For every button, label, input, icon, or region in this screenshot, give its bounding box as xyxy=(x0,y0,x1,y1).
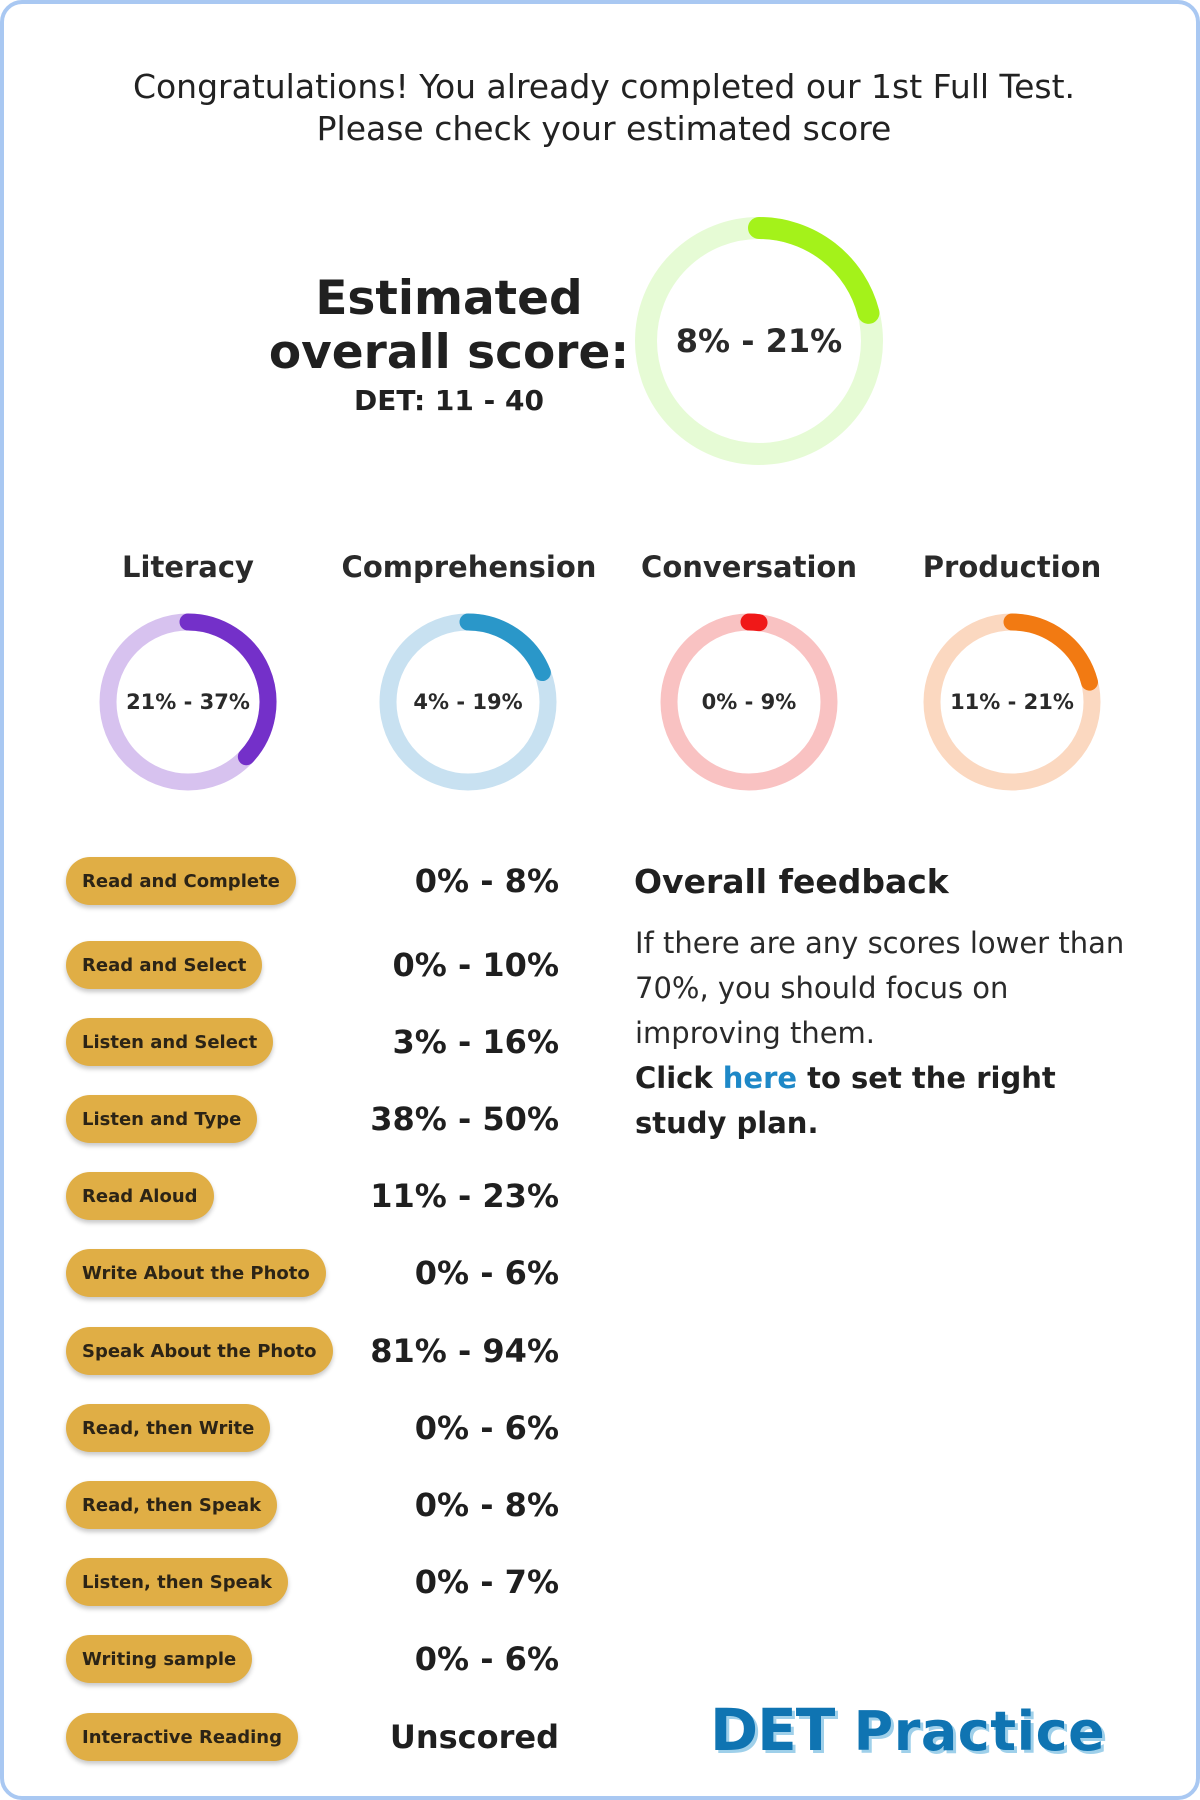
subscore-value: Unscored xyxy=(389,1718,559,1756)
subscore-value: 3% - 16% xyxy=(392,1023,559,1061)
intro-line-2: Please check your estimated score xyxy=(316,109,892,148)
subscore-speak-about-the-photo[interactable]: Speak About the Photo xyxy=(66,1327,333,1375)
det-practice-logo: DET Practice xyxy=(710,1696,1105,1764)
logo-part-det: DET xyxy=(710,1696,835,1764)
subscore-value: 0% - 10% xyxy=(392,946,559,984)
production-ring-arc xyxy=(1003,613,1098,691)
category-title-comprehension: Comprehension xyxy=(341,550,597,584)
cta-prefix: Click xyxy=(635,1061,713,1095)
subscore-write-about-the-photo[interactable]: Write About the Photo xyxy=(66,1249,326,1297)
feedback-cta: Click here to set the right study plan. xyxy=(635,1056,1155,1146)
conversation-score-ring: 0% - 9% xyxy=(660,613,838,791)
conversation-ring-label: 0% - 9% xyxy=(701,690,797,714)
subscore-value: 0% - 8% xyxy=(414,862,559,900)
cta-suffix: to set the right study plan. xyxy=(635,1061,1056,1140)
overall-score-heading: Estimated overall score: DET: 11 - 40 xyxy=(254,271,644,418)
production-score-ring: 11% - 21% xyxy=(923,613,1101,791)
subscore-writing-sample[interactable]: Writing sample xyxy=(66,1635,253,1683)
intro-line-1: Congratulations! You already completed o… xyxy=(132,67,1076,106)
production-ring-graphic xyxy=(923,613,1101,791)
overall-score-ring: 8% - 21% xyxy=(634,216,884,466)
category-title-production: Production xyxy=(922,550,1102,584)
subscore-read-then-speak[interactable]: Read, then Speak xyxy=(66,1481,278,1529)
production-ring-label: 11% - 21% xyxy=(950,690,1074,714)
intro-message: Congratulations! You already completed o… xyxy=(4,66,1200,150)
subscore-value: 81% - 94% xyxy=(370,1332,559,1370)
feedback-title: Overall feedback xyxy=(634,862,949,901)
subscore-value: 0% - 7% xyxy=(414,1563,559,1601)
subscore-listen-and-select[interactable]: Listen and Select xyxy=(66,1018,274,1066)
category-title-conversation: Conversation xyxy=(641,550,857,584)
subscore-value: 38% - 50% xyxy=(370,1100,559,1138)
subscore-value: 0% - 6% xyxy=(414,1254,559,1292)
subscore-value: 0% - 6% xyxy=(414,1640,559,1678)
overall-ring-graphic xyxy=(635,217,883,465)
comprehension-ring-label: 4% - 19% xyxy=(413,690,523,714)
subscore-interactive-reading[interactable]: Interactive Reading xyxy=(66,1713,298,1761)
literacy-ring-arc xyxy=(179,613,277,766)
category-title-literacy: Literacy xyxy=(122,550,254,584)
comprehension-score-ring: 4% - 19% xyxy=(379,613,557,791)
subscore-read-and-select[interactable]: Read and Select xyxy=(66,941,263,989)
feedback-body: If there are any scores lower than 70%, … xyxy=(635,926,1125,1050)
overall-ring-label: 8% - 21% xyxy=(675,322,843,360)
overall-title-line-1: Estimated xyxy=(315,271,583,326)
comprehension-ring-graphic xyxy=(379,613,557,791)
conversation-ring-arc xyxy=(740,613,768,632)
overall-title-line-2: overall score: xyxy=(268,325,630,380)
literacy-ring-label: 21% - 37% xyxy=(126,690,250,714)
comprehension-ring-arc xyxy=(459,613,551,682)
subscore-read-aloud[interactable]: Read Aloud xyxy=(66,1172,214,1220)
subscore-value: 0% - 6% xyxy=(414,1409,559,1447)
logo-part-practice: Practice xyxy=(853,1700,1106,1763)
det-score-range: DET: 11 - 40 xyxy=(354,384,544,417)
literacy-score-ring: 21% - 37% xyxy=(99,613,277,791)
overall-ring-arc xyxy=(748,217,880,324)
subscore-value: 0% - 8% xyxy=(414,1486,559,1524)
conversation-ring-graphic xyxy=(660,613,838,791)
subscore-read-and-complete[interactable]: Read and Complete xyxy=(66,857,296,905)
literacy-ring-graphic xyxy=(99,613,277,791)
subscore-read-then-write[interactable]: Read, then Write xyxy=(66,1404,271,1452)
study-plan-link[interactable]: here xyxy=(722,1061,798,1095)
subscore-value: 11% - 23% xyxy=(370,1177,559,1215)
subscore-listen-and-type[interactable]: Listen and Type xyxy=(66,1095,258,1143)
subscore-listen-then-speak[interactable]: Listen, then Speak xyxy=(66,1558,288,1606)
